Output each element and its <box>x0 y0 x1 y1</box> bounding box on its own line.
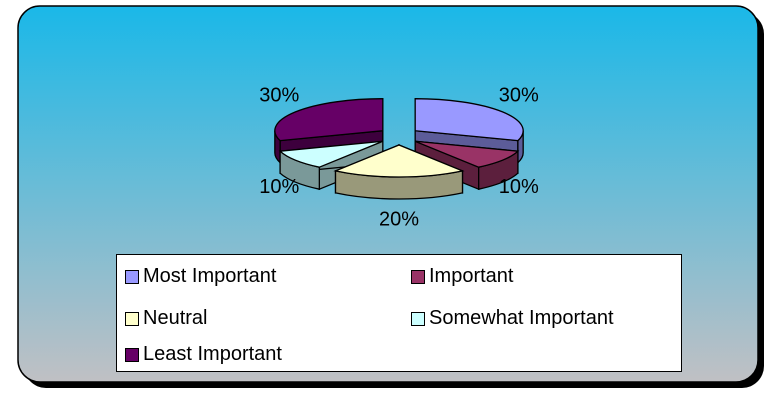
data-label-important: 10% <box>499 176 539 198</box>
legend: Most Important Important Neutral Somewha… <box>116 254 682 372</box>
pie-slice-top-important <box>414 140 520 168</box>
legend-label: Neutral <box>143 307 208 329</box>
data-label-least-important: 30% <box>259 84 299 106</box>
legend-swatch-neutral <box>125 311 139 326</box>
pie-slice-top-most-important <box>414 98 524 142</box>
pie-slice-top-least-important <box>274 98 384 142</box>
legend-item-neutral: Neutral <box>125 307 207 330</box>
legend-item-most-important: Most Important <box>125 265 276 288</box>
legend-swatch-least-important <box>125 347 139 362</box>
pie-labels: 30% 10% 20% 10% 30% <box>259 84 539 230</box>
legend-label: Most Important <box>143 265 277 287</box>
legend-swatch-somewhat-important <box>411 311 425 326</box>
data-label-neutral: 20% <box>379 208 419 230</box>
legend-label: Important <box>429 265 514 287</box>
legend-item-somewhat-important: Somewhat Important <box>411 307 614 330</box>
pie-slices <box>274 98 524 200</box>
pie-slice-top-neutral <box>333 144 465 178</box>
data-label-somewhat-important: 10% <box>259 176 299 198</box>
legend-swatch-important <box>411 269 425 284</box>
legend-swatch-most-important <box>125 269 139 284</box>
legend-label: Least Important <box>143 343 282 365</box>
legend-item-important: Important <box>411 265 513 288</box>
data-label-most-important: 30% <box>499 84 539 106</box>
legend-item-least-important: Least Important <box>125 343 282 366</box>
legend-label: Somewhat Important <box>429 307 614 329</box>
pie-slice-neutral <box>333 144 465 200</box>
pie-slice-top-somewhat-important <box>278 140 384 168</box>
